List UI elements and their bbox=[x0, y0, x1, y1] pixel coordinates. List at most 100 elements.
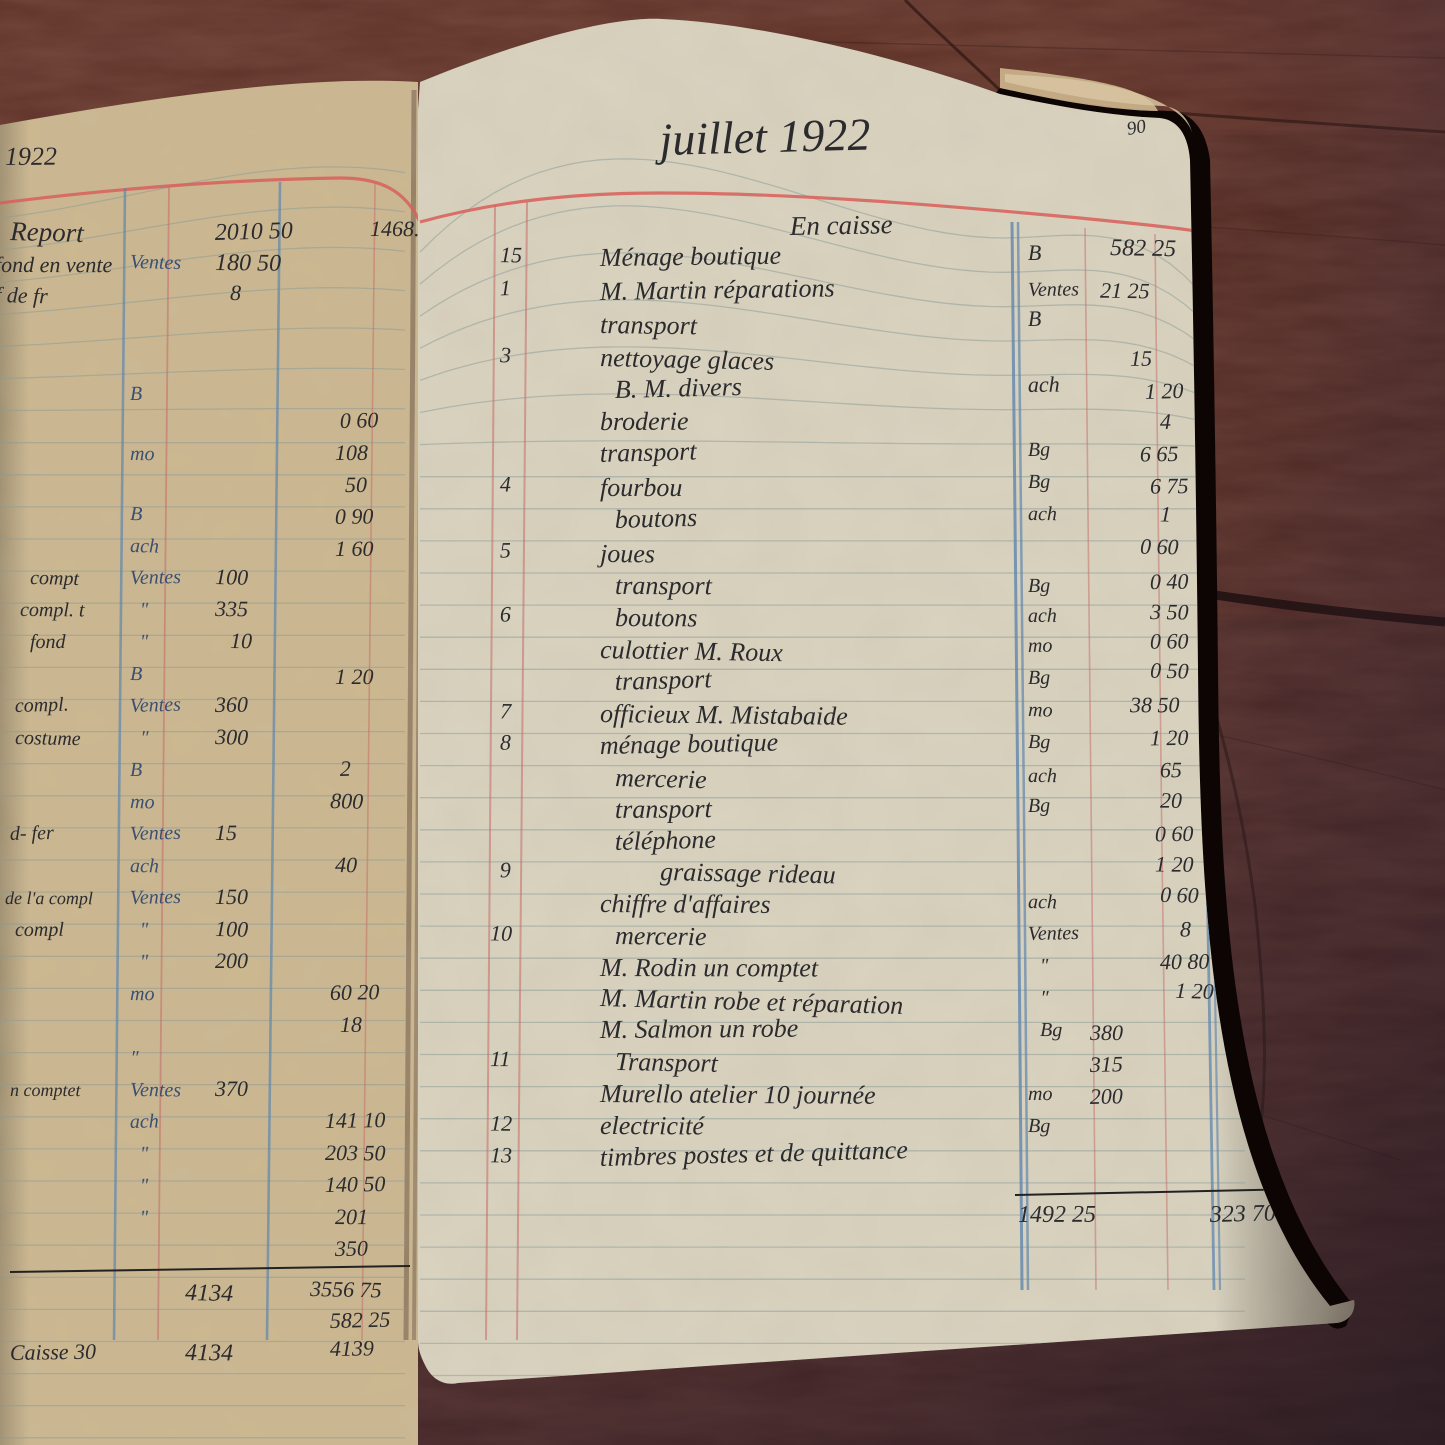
svg-text:15: 15 bbox=[215, 820, 237, 845]
svg-text:1: 1 bbox=[499, 275, 511, 300]
svg-text:8: 8 bbox=[1180, 916, 1191, 941]
svg-text:compl. t: compl. t bbox=[20, 599, 85, 621]
svg-text:Bg: Bg bbox=[1028, 795, 1051, 817]
svg-text:1: 1 bbox=[1160, 501, 1172, 526]
svg-text:costume: costume bbox=[15, 727, 81, 750]
svg-text:0 60: 0 60 bbox=[1140, 534, 1179, 560]
svg-text:B: B bbox=[130, 759, 142, 781]
svg-text:broderie: broderie bbox=[600, 407, 689, 436]
svg-text:141 10: 141 10 bbox=[325, 1107, 386, 1133]
svg-text:1 20: 1 20 bbox=[1155, 852, 1194, 877]
svg-text:": " bbox=[140, 631, 149, 653]
svg-text:0 60: 0 60 bbox=[1155, 821, 1194, 847]
svg-text:360: 360 bbox=[214, 692, 248, 717]
svg-text:Ventes: Ventes bbox=[130, 694, 182, 717]
svg-text:203 50: 203 50 bbox=[325, 1140, 386, 1165]
svg-text:10: 10 bbox=[230, 628, 252, 653]
svg-text:4134: 4134 bbox=[185, 1340, 233, 1366]
svg-text:4134: 4134 bbox=[185, 1280, 234, 1307]
svg-text:ménage boutique: ménage boutique bbox=[600, 728, 779, 760]
svg-text:fond: fond bbox=[30, 631, 67, 653]
svg-text:M. Rodin un comptet: M. Rodin un comptet bbox=[599, 953, 819, 982]
svg-text:": " bbox=[140, 1175, 149, 1197]
svg-text:mercerie: mercerie bbox=[615, 921, 707, 951]
svg-text:Ménage boutique: Ménage boutique bbox=[599, 241, 782, 272]
svg-text:mo: mo bbox=[130, 791, 155, 814]
svg-text:Bg: Bg bbox=[1028, 439, 1051, 461]
svg-text:13: 13 bbox=[490, 1142, 512, 1167]
svg-text:téléphone: téléphone bbox=[614, 825, 716, 856]
svg-text:ach: ach bbox=[1028, 503, 1057, 525]
svg-text:compl: compl bbox=[15, 919, 64, 941]
svg-text:Ventes: Ventes bbox=[1028, 922, 1080, 945]
svg-text:0 60: 0 60 bbox=[1160, 882, 1199, 908]
svg-text:20: 20 bbox=[1160, 788, 1182, 813]
svg-text:350: 350 bbox=[334, 1236, 368, 1262]
svg-text:3 50: 3 50 bbox=[1149, 599, 1189, 624]
svg-text:electricité: electricité bbox=[600, 1111, 706, 1140]
svg-text:10: 10 bbox=[490, 920, 512, 945]
svg-text:4: 4 bbox=[500, 471, 511, 496]
svg-text:Bg: Bg bbox=[1028, 471, 1050, 493]
svg-text:Report: Report bbox=[9, 216, 86, 248]
svg-text:d- fer: d- fer bbox=[10, 822, 55, 845]
svg-text:5: 5 bbox=[500, 537, 511, 562]
svg-text:En caisse: En caisse bbox=[789, 209, 893, 241]
svg-text:": " bbox=[1040, 987, 1050, 1009]
svg-text:": " bbox=[140, 1207, 150, 1229]
svg-text:Bg: Bg bbox=[1028, 575, 1050, 597]
svg-text:f de fr: f de fr bbox=[0, 282, 48, 308]
svg-text:6: 6 bbox=[500, 601, 511, 626]
svg-text:21 25: 21 25 bbox=[1100, 278, 1150, 304]
svg-text:Bg: Bg bbox=[1040, 1019, 1062, 1041]
svg-text:1 20: 1 20 bbox=[1145, 378, 1184, 404]
svg-text:140 50: 140 50 bbox=[325, 1171, 386, 1197]
svg-text:3: 3 bbox=[499, 342, 511, 367]
svg-text:335: 335 bbox=[214, 596, 248, 621]
svg-text:7: 7 bbox=[500, 698, 512, 723]
svg-text:Ventes: Ventes bbox=[1028, 278, 1080, 301]
svg-text:": " bbox=[140, 727, 150, 749]
svg-text:boutons: boutons bbox=[615, 603, 697, 632]
svg-text:1922: 1922 bbox=[5, 142, 57, 171]
svg-text:B: B bbox=[1028, 240, 1042, 265]
svg-text:B: B bbox=[130, 503, 143, 525]
svg-text:40: 40 bbox=[335, 852, 357, 877]
svg-text:38 50: 38 50 bbox=[1129, 692, 1180, 717]
svg-text:6 65: 6 65 bbox=[1140, 441, 1179, 466]
svg-text:8: 8 bbox=[500, 730, 511, 755]
svg-text:65: 65 bbox=[1160, 757, 1182, 782]
svg-text:1 20: 1 20 bbox=[1175, 978, 1214, 1004]
svg-text:201: 201 bbox=[335, 1204, 368, 1229]
svg-text:mo: mo bbox=[130, 983, 155, 1005]
svg-text:8: 8 bbox=[230, 280, 241, 305]
svg-text:370: 370 bbox=[214, 1076, 248, 1101]
svg-text:M. Salmon un robe: M. Salmon un robe bbox=[599, 1014, 799, 1044]
svg-text:ach: ach bbox=[1028, 765, 1057, 787]
svg-text:joues: joues bbox=[597, 539, 655, 568]
svg-text:graissage rideau: graissage rideau bbox=[660, 857, 836, 889]
svg-text:11: 11 bbox=[490, 1046, 510, 1071]
svg-text:n comptet: n comptet bbox=[10, 1080, 81, 1100]
svg-text:B: B bbox=[1028, 306, 1042, 331]
svg-text:fond en vente: fond en vente bbox=[0, 252, 113, 277]
svg-text:100: 100 bbox=[215, 916, 249, 942]
svg-text:0 50: 0 50 bbox=[1150, 658, 1189, 684]
svg-text:4: 4 bbox=[1160, 409, 1171, 434]
svg-text:chiffre d'affaires: chiffre d'affaires bbox=[600, 889, 771, 919]
svg-text:M. Martin réparations: M. Martin réparations bbox=[599, 273, 835, 306]
svg-text:323 70: 323 70 bbox=[1209, 1200, 1277, 1228]
svg-text:0 40: 0 40 bbox=[1150, 569, 1189, 594]
svg-text:ach: ach bbox=[130, 855, 159, 877]
svg-text:de l'a compl: de l'a compl bbox=[5, 888, 93, 908]
svg-text:582 25: 582 25 bbox=[330, 1307, 391, 1333]
svg-text:108: 108 bbox=[335, 440, 368, 465]
svg-text:mo: mo bbox=[1028, 699, 1053, 722]
svg-text:2: 2 bbox=[340, 756, 352, 781]
svg-text:ach: ach bbox=[1028, 605, 1057, 627]
svg-text:1492 25: 1492 25 bbox=[1018, 1202, 1096, 1228]
svg-text:B: B bbox=[130, 383, 143, 405]
svg-text:mo: mo bbox=[130, 443, 155, 465]
svg-text:0 60: 0 60 bbox=[340, 407, 379, 433]
svg-text:culottier M. Roux: culottier M. Roux bbox=[600, 635, 784, 667]
